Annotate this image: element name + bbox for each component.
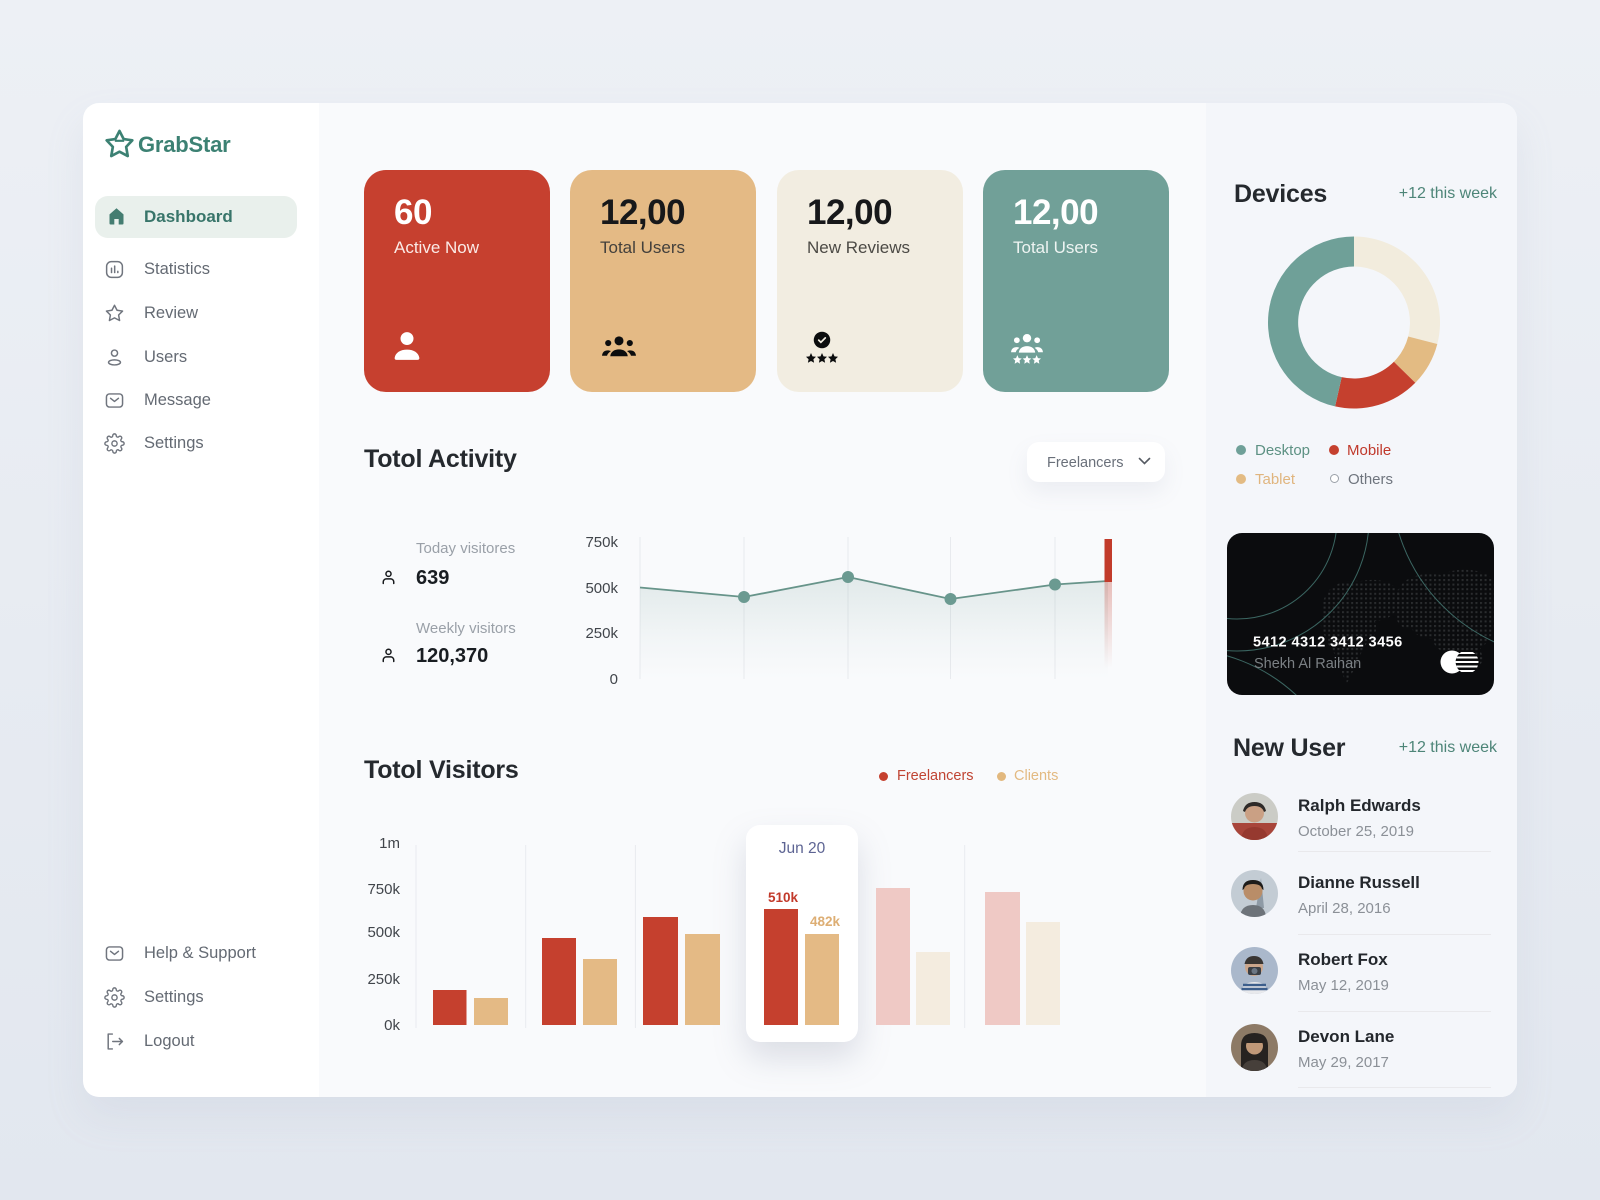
svg-text:500k: 500k	[367, 924, 400, 941]
svg-text:5412 4312 3412 3456: 5412 4312 3412 3456	[1253, 635, 1403, 651]
svg-text:250k: 250k	[367, 971, 400, 988]
svg-text:482k: 482k	[810, 914, 841, 929]
svg-text:Shekh Al Raihan: Shekh Al Raihan	[1254, 656, 1361, 672]
svg-text:1m: 1m	[379, 835, 400, 852]
svg-text:750k: 750k	[585, 534, 618, 551]
svg-text:510k: 510k	[768, 890, 799, 905]
svg-text:250k: 250k	[585, 625, 618, 642]
svg-text:750k: 750k	[367, 881, 400, 898]
svg-text:500k: 500k	[585, 580, 618, 597]
svg-text:0k: 0k	[384, 1017, 400, 1034]
svg-text:Jun 20: Jun 20	[779, 840, 826, 857]
svg-text:0: 0	[610, 671, 618, 688]
